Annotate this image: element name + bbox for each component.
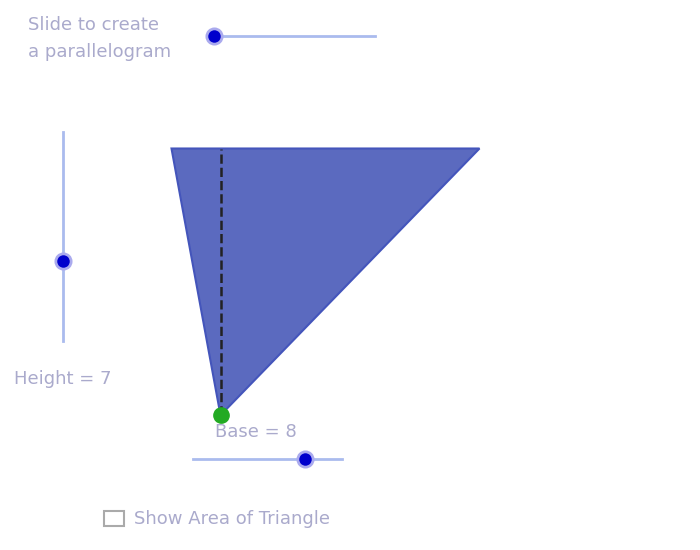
- Polygon shape: [172, 148, 480, 415]
- Text: Slide to create: Slide to create: [28, 16, 159, 34]
- Text: a parallelogram: a parallelogram: [28, 43, 171, 61]
- Text: Height = 7: Height = 7: [14, 371, 111, 388]
- Bar: [104, 511, 124, 526]
- Text: Base = 8: Base = 8: [215, 423, 296, 441]
- Text: Show Area of Triangle: Show Area of Triangle: [134, 510, 330, 527]
